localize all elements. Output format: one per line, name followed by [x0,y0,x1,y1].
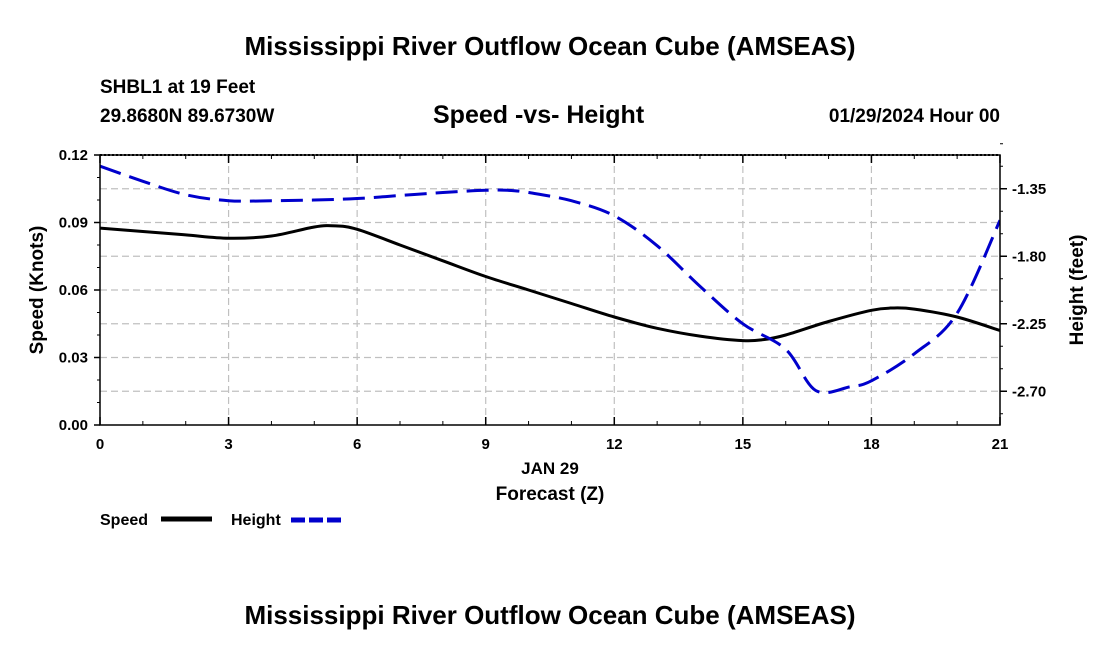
y-tick-label: 0.06 [59,282,88,299]
y-tick-label: 0.03 [59,350,88,367]
x-axis-date-label: JAN 29 [521,459,579,478]
y2-tick-label: -2.25 [1012,316,1046,333]
axes: 0 3 6 9 12 15 18 21 0.00 0.03 0.06 0.09 0.12 -1.35 -1.… [59,143,1046,453]
legend-speed-label: Speed [100,512,148,529]
x-tick-label: 15 [735,436,752,453]
x-axis-label: Forecast (Z) [496,484,605,505]
x-tick-label: 6 [353,436,361,453]
y2-axis-label: Height (feet) [1067,235,1088,346]
page-title: Mississippi River Outflow Ocean Cube (AM… [244,31,856,61]
series [100,164,1000,395]
y-tick-label: 0.12 [59,147,88,164]
legend: Speed Height [100,512,342,529]
y2-tick-label: -2.70 [1012,383,1046,400]
y-tick-label: 0.00 [59,417,88,434]
station-coordinates: 29.8680N 89.6730W [100,106,275,127]
x-tick-label: 12 [606,436,623,453]
x-tick-label: 9 [482,436,490,453]
chart-title: Speed -vs- Height [433,101,645,129]
page-title-repeat: Mississippi River Outflow Ocean Cube (AM… [244,600,856,630]
x-tick-label: 21 [992,436,1009,453]
x-tick-label: 3 [224,436,232,453]
x-tick-label: 18 [863,436,880,453]
y2-tick-label: -1.80 [1012,248,1046,265]
legend-height-label: Height [231,512,281,529]
station-label: SHBL1 at 19 Feet [100,77,256,98]
series-speed-line [100,224,1000,343]
y2-tick-label: -1.35 [1012,181,1046,198]
y-axis-label: Speed (Knots) [27,226,48,355]
y-tick-label: 0.09 [59,215,88,232]
series-height-line [100,164,1000,395]
x-tick-label: 0 [96,436,104,453]
forecast-datetime: 01/29/2024 Hour 00 [828,106,1000,127]
